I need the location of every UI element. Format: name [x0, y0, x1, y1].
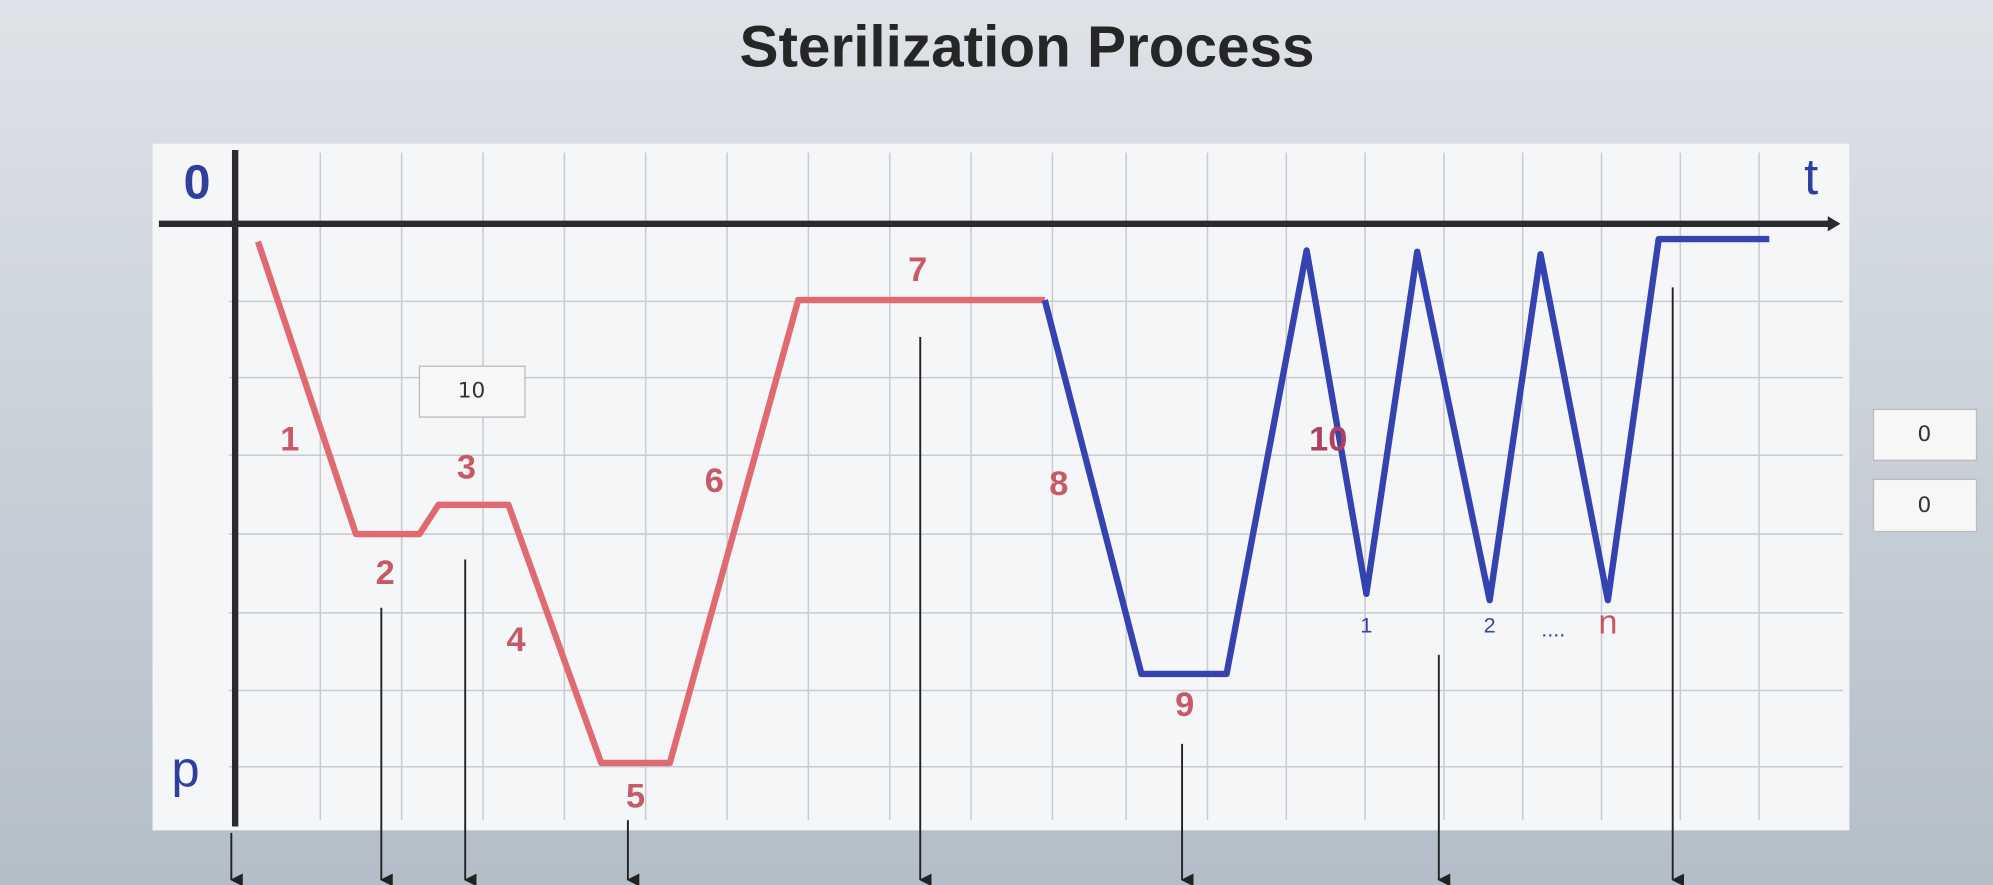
grid [228, 152, 1844, 821]
phase-label: 5 [626, 778, 645, 816]
phase-label: 2 [376, 554, 395, 592]
field-box[interactable] [418, 365, 526, 418]
field-value: 10 [458, 379, 485, 404]
phase-label: 4 [506, 621, 525, 659]
phase-label: 1 [280, 420, 299, 458]
field-value: 0 [1917, 422, 1931, 447]
pressure-label: p [171, 741, 199, 798]
right-top-field[interactable]: 0 [1872, 408, 1978, 461]
title: Sterilization Process [739, 14, 1314, 79]
setpoint-field[interactable]: 10 [418, 365, 526, 418]
pre-sterilization-curve [255, 240, 1045, 767]
chart-panel [152, 143, 1850, 831]
cycle-label: .... [1541, 616, 1565, 641]
cycle-label: 1 [1360, 613, 1372, 638]
time-label: t [1804, 148, 1818, 205]
origin-label: 0 [184, 155, 211, 209]
field-value: 0 [1917, 493, 1931, 518]
phase-label: 7 [908, 251, 927, 289]
field-box[interactable] [1872, 478, 1978, 533]
field-box[interactable] [1872, 408, 1978, 461]
phase-label: 8 [1049, 465, 1068, 503]
axis-arrow [1827, 216, 1841, 232]
phase-label: 10 [1309, 420, 1347, 458]
right-bottom-field[interactable]: 0 [1872, 478, 1978, 533]
phase-label: 9 [1175, 686, 1194, 724]
cycle-label: n [1598, 603, 1617, 641]
drying-curve [1041, 235, 1770, 678]
pointer-arrows [230, 287, 1685, 885]
cycle-label: 2 [1484, 613, 1496, 638]
phase-label: 6 [705, 462, 724, 500]
phase-label: 3 [457, 448, 476, 486]
